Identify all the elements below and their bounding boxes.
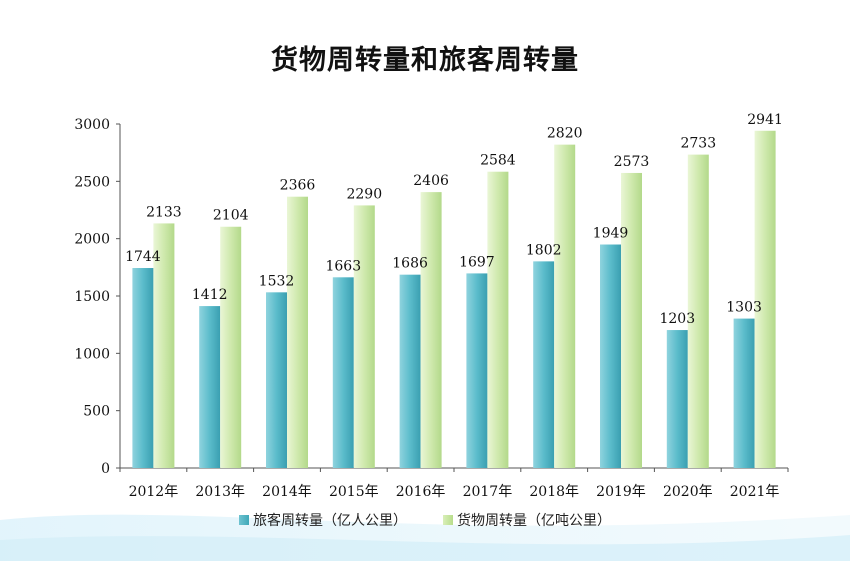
bar-passenger — [332, 277, 354, 468]
chart-legend: 旅客周转量（亿人公里） 货物周转量（亿吨公里） — [0, 510, 850, 530]
data-label-freight: 2820 — [547, 126, 583, 142]
y-tick-label: 1500 — [74, 289, 110, 305]
bar-passenger — [199, 306, 221, 468]
legend-label-passenger: 旅客周转量（亿人公里） — [253, 513, 407, 529]
x-tick-label: 2017年 — [463, 484, 513, 500]
y-tick-label: 500 — [83, 404, 110, 420]
data-label-freight: 2290 — [346, 186, 382, 202]
bar-freight — [220, 226, 242, 468]
bar-passenger — [666, 330, 688, 468]
y-tick-label: 2000 — [74, 232, 110, 248]
data-label-passenger: 1663 — [325, 258, 361, 274]
data-label-freight: 2406 — [413, 173, 449, 189]
bar-passenger — [466, 273, 488, 468]
x-tick-label: 2021年 — [730, 484, 780, 500]
y-tick-label: 2500 — [74, 174, 110, 190]
y-tick-label: 3000 — [74, 117, 110, 133]
x-tick-label: 2020年 — [663, 484, 713, 500]
chart-axes: 0 500 1000 1500 2000 2500 3000 2012年 2013年 2014年 2… — [74, 117, 789, 500]
data-label-freight: 2573 — [614, 154, 650, 170]
data-label-passenger: 1697 — [459, 254, 495, 270]
chart-title: 货物周转量和旅客周转量 — [271, 45, 579, 76]
x-tick-label: 2015年 — [329, 484, 379, 500]
legend-item-passenger: 旅客周转量（亿人公里） — [239, 510, 407, 530]
bar-freight — [487, 171, 509, 468]
legend-swatch-freight — [443, 515, 453, 525]
y-tick-label: 0 — [101, 461, 110, 477]
bar-freight — [353, 205, 375, 468]
data-label-freight: 2104 — [213, 208, 249, 224]
data-label-passenger: 1412 — [192, 287, 228, 303]
bar-passenger — [733, 318, 755, 468]
legend-swatch-passenger — [239, 515, 249, 525]
legend-item-freight: 货物周转量（亿吨公里） — [443, 510, 611, 530]
bar-passenger — [266, 292, 287, 468]
x-tick-label: 2012年 — [129, 484, 179, 500]
y-tick-label: 1000 — [74, 346, 110, 362]
x-tick-label: 2014年 — [262, 484, 312, 500]
legend-label-freight: 货物周转量（亿吨公里） — [457, 513, 611, 529]
bar-freight — [287, 196, 308, 468]
x-tick-label: 2016年 — [396, 484, 446, 500]
data-label-freight: 2133 — [146, 204, 182, 220]
bar-freight — [554, 144, 576, 468]
bar-passenger — [399, 274, 421, 468]
x-tick-label: 2019年 — [596, 484, 646, 500]
chart-bars — [132, 130, 776, 469]
chart-labels: 1744 1412 1532 1663 1686 1697 1802 1949 1203 1303… — [125, 112, 783, 327]
data-label-passenger: 1949 — [593, 226, 629, 242]
bar-passenger — [533, 261, 555, 468]
bar-freight — [754, 130, 776, 469]
data-label-passenger: 1532 — [259, 273, 295, 289]
bar-freight — [621, 172, 642, 469]
data-label-passenger: 1744 — [125, 249, 161, 265]
bar-freight — [420, 192, 442, 468]
x-tick-label: 2018年 — [529, 484, 579, 500]
bar-freight — [687, 154, 709, 468]
data-label-passenger: 1303 — [726, 300, 762, 316]
data-label-passenger: 1802 — [526, 242, 562, 258]
data-label-freight: 2941 — [747, 112, 783, 128]
x-tick-label: 2013年 — [195, 484, 245, 500]
data-label-freight: 2584 — [480, 153, 516, 169]
bar-passenger — [600, 244, 621, 468]
data-label-freight: 2733 — [680, 136, 716, 152]
data-label-passenger: 1203 — [659, 311, 695, 327]
bar-freight — [153, 223, 175, 468]
data-label-passenger: 1686 — [392, 256, 428, 272]
data-label-freight: 2366 — [280, 178, 316, 194]
bar-passenger — [132, 268, 154, 468]
